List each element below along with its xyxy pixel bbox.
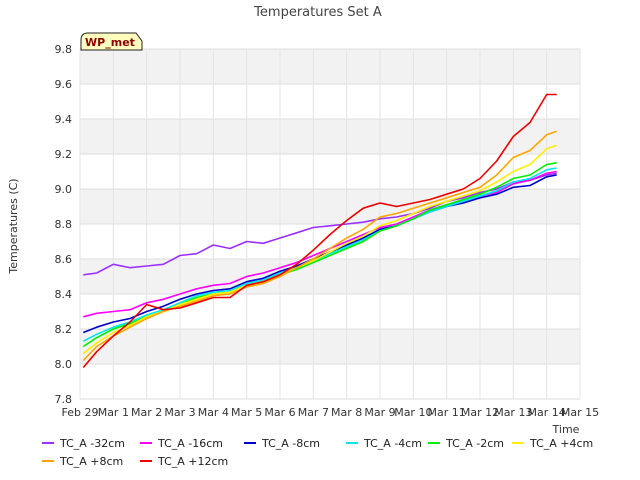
series-line-0 bbox=[83, 172, 557, 276]
legend-item: TC_A -4cm bbox=[346, 437, 422, 450]
x-tick-label: Mar 11 bbox=[428, 406, 466, 419]
x-tick-label: Mar 10 bbox=[394, 406, 432, 419]
grid-band bbox=[80, 259, 580, 294]
grid-band bbox=[80, 329, 580, 364]
legend-label: TC_A -32cm bbox=[59, 437, 125, 450]
x-tick-label: Mar 15 bbox=[561, 406, 599, 419]
x-tick-label: Mar 8 bbox=[331, 406, 362, 419]
legend-item: TC_A -2cm bbox=[428, 437, 504, 450]
station-badge: WP_met bbox=[80, 32, 143, 51]
series-line-7 bbox=[82, 93, 557, 369]
grid-band bbox=[80, 49, 580, 84]
x-tick-label: Mar 13 bbox=[494, 406, 532, 419]
x-tick-label: Mar 7 bbox=[298, 406, 329, 419]
legend-label: TC_A -4cm bbox=[363, 437, 422, 450]
legend-label: TC_A +12cm bbox=[157, 455, 228, 468]
legend: TC_A -32cm TC_A -16cm TC_A -8cm TC_A -4cm TC… bbox=[42, 437, 593, 468]
x-tick-label: Mar 5 bbox=[231, 406, 262, 419]
legend-item: TC_A +12cm bbox=[140, 455, 228, 468]
grid-band bbox=[80, 189, 580, 224]
y-tick-label: 9.8 bbox=[55, 43, 73, 56]
x-tick-label: Mar 6 bbox=[264, 406, 295, 419]
grid-band bbox=[80, 119, 580, 154]
legend-label: TC_A +8cm bbox=[59, 455, 123, 468]
x-tick-label: Mar 14 bbox=[528, 406, 566, 419]
x-tick-label: Feb 29 bbox=[62, 406, 99, 419]
legend-label: TC_A +4cm bbox=[529, 437, 593, 450]
station-badge-label: WP_met bbox=[85, 36, 135, 49]
y-tick-label: 8.6 bbox=[55, 253, 73, 266]
legend-label: TC_A -8cm bbox=[261, 437, 320, 450]
y-tick-label: 9.4 bbox=[55, 113, 73, 126]
y-tick-label: 8.0 bbox=[55, 358, 73, 371]
legend-item: TC_A -32cm bbox=[42, 437, 125, 450]
y-tick-label: 9.2 bbox=[55, 148, 73, 161]
x-axis-label: Time bbox=[552, 423, 580, 436]
series-line-6 bbox=[82, 130, 557, 362]
y-axis-label: Temperatures (C) bbox=[7, 178, 20, 274]
y-tick-label: 8.4 bbox=[55, 288, 73, 301]
legend-label: TC_A -16cm bbox=[157, 437, 223, 450]
y-tick-label: 8.2 bbox=[55, 323, 73, 336]
legend-item: TC_A +4cm bbox=[512, 437, 593, 450]
y-tick-label: 9.6 bbox=[55, 78, 73, 91]
y-tick-label: 8.8 bbox=[55, 218, 73, 231]
x-tick-label: Mar 4 bbox=[198, 406, 229, 419]
legend-item: TC_A -16cm bbox=[140, 437, 223, 450]
chart-title: Temperatures Set A bbox=[253, 5, 382, 20]
x-tick-label: Mar 1 bbox=[98, 406, 129, 419]
x-tick-label: Mar 2 bbox=[131, 406, 162, 419]
x-tick-label: Mar 3 bbox=[164, 406, 195, 419]
x-tick-label: Mar 9 bbox=[364, 406, 395, 419]
x-tick-label: Mar 12 bbox=[461, 406, 499, 419]
y-tick-label: 9.0 bbox=[55, 183, 73, 196]
y-tick-label: 7.8 bbox=[55, 393, 73, 406]
legend-item: TC_A -8cm bbox=[244, 437, 320, 450]
legend-item: TC_A +8cm bbox=[42, 455, 123, 468]
legend-label: TC_A -2cm bbox=[445, 437, 504, 450]
